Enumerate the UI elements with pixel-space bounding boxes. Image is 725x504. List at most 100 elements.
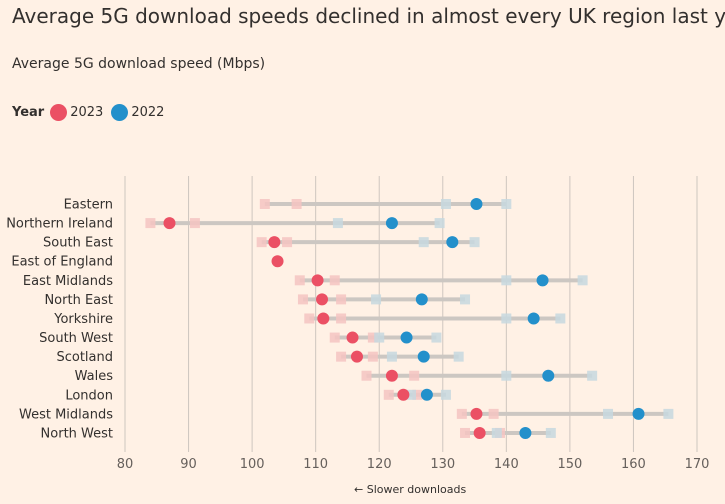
range-marker-2022: [501, 370, 512, 381]
range-marker-2023: [367, 332, 378, 343]
chart-title: Average 5G download speeds declined in a…: [12, 4, 725, 28]
range-marker-2023: [456, 408, 467, 419]
range-marker-2022: [577, 275, 588, 286]
range-marker-2023: [145, 218, 156, 229]
range-marker-2023: [294, 275, 305, 286]
range-marker-2022: [460, 294, 471, 305]
range-marker-2023: [460, 427, 471, 438]
range-marker-2022: [501, 275, 512, 286]
point-2023: [385, 369, 398, 382]
point-2022: [519, 426, 532, 439]
range-marker-2022: [440, 389, 451, 400]
range-marker-2023: [329, 275, 340, 286]
point-2023: [470, 407, 483, 420]
footnote-slower-downloads: ← Slower downloads: [354, 483, 467, 496]
category-label: North West: [41, 426, 113, 441]
range-marker-2023: [189, 218, 200, 229]
point-2022: [632, 407, 645, 420]
category-label: West Midlands: [19, 407, 113, 422]
range-marker-2022: [491, 427, 502, 438]
x-tick-label-80: 80: [117, 457, 134, 472]
point-2022: [420, 388, 433, 401]
x-tick-label-110: 110: [303, 457, 328, 472]
range-marker-2023: [297, 294, 308, 305]
range-marker-2022: [386, 351, 397, 362]
range-marker-2022: [332, 218, 343, 229]
range-marker-2022: [587, 370, 598, 381]
range-marker-2023: [256, 237, 267, 248]
legend-title: Year: [12, 105, 45, 120]
range-marker-2022: [371, 294, 382, 305]
range-marker-2023: [336, 294, 347, 305]
point-2022: [415, 293, 428, 306]
x-tick-label-120: 120: [367, 457, 392, 472]
legend: Year 2023 2022: [12, 104, 172, 121]
range-marker-2022: [453, 351, 464, 362]
range-marker-2022: [501, 199, 512, 209]
range-marker-2022: [545, 427, 556, 438]
range-marker-2022: [501, 313, 512, 324]
legend-label-2023: 2023: [70, 105, 104, 120]
point-2022: [470, 198, 483, 210]
point-2023: [346, 331, 359, 344]
range-marker-2022: [418, 237, 429, 248]
category-label: East of England: [11, 255, 113, 270]
category-label: East Midlands: [23, 274, 113, 289]
range-marker-2022: [431, 332, 442, 343]
x-tick-label-130: 130: [430, 457, 455, 472]
point-2023: [316, 293, 329, 306]
range-marker-2022: [603, 408, 614, 419]
range-marker-2023: [488, 408, 499, 419]
category-label: South West: [39, 331, 113, 346]
category-label: Scotland: [56, 350, 113, 365]
range-marker-2023: [304, 313, 315, 324]
x-tick-label-170: 170: [685, 457, 710, 472]
range-marker-2023: [282, 237, 293, 248]
point-2022: [417, 350, 430, 363]
point-2023: [268, 236, 281, 249]
range-marker-2023: [336, 313, 347, 324]
range-marker-2022: [374, 332, 385, 343]
point-2022: [385, 217, 398, 230]
range-marker-2023: [336, 351, 347, 362]
range-marker-2022: [434, 218, 445, 229]
x-tick-label-160: 160: [621, 457, 646, 472]
range-marker-2022: [406, 389, 416, 400]
range-marker-2022: [469, 237, 480, 248]
point-2023: [311, 274, 324, 287]
x-tick-label-90: 90: [180, 457, 197, 472]
x-tick-label-140: 140: [494, 457, 519, 472]
category-label: South East: [43, 236, 113, 251]
range-marker-2023: [361, 370, 372, 381]
x-tick-label-150: 150: [557, 457, 582, 472]
category-label: Northern Ireland: [6, 217, 113, 232]
point-2022: [536, 274, 549, 287]
category-label: Yorkshire: [53, 312, 113, 327]
point-2023: [271, 255, 284, 268]
legend-item-2023: 2023: [50, 104, 103, 121]
range-marker-2022: [663, 408, 674, 419]
range-marker-2023: [383, 389, 394, 400]
point-2023: [317, 312, 330, 325]
point-2022: [527, 312, 540, 325]
range-marker-2023: [412, 389, 423, 400]
legend-label-2022: 2022: [131, 105, 165, 120]
point-2023: [473, 426, 486, 439]
category-label: North East: [44, 293, 113, 308]
range-marker-2023: [291, 199, 302, 209]
range-marker-2023: [329, 332, 340, 343]
category-label: Wales: [75, 369, 114, 384]
legend-item-2022: 2022: [111, 104, 164, 121]
range-marker-2023: [259, 199, 270, 209]
range-marker-2022: [440, 199, 451, 209]
point-2023: [163, 217, 176, 230]
range-marker-2023: [409, 370, 420, 381]
point-2022: [400, 331, 413, 344]
x-tick-label-100: 100: [240, 457, 265, 472]
chart-subtitle: Average 5G download speed (Mbps): [12, 56, 266, 72]
point-2022: [542, 369, 555, 382]
range-marker-2023: [367, 351, 378, 362]
legend-swatch-2022: [111, 104, 129, 121]
point-2023: [397, 388, 410, 401]
